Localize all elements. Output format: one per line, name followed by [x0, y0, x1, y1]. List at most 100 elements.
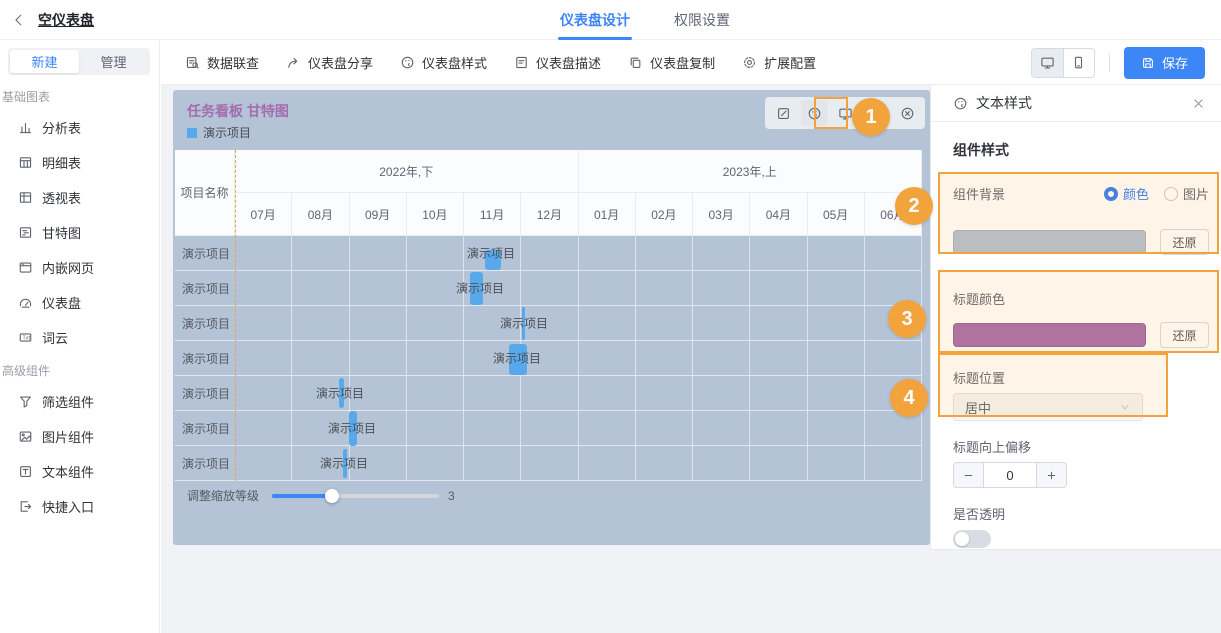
back-link[interactable]: 空仪表盘: [12, 0, 94, 40]
toolbar-item-2[interactable]: 仪表盘样式: [400, 53, 487, 72]
stepper-value[interactable]: 0: [983, 463, 1037, 487]
radio-image[interactable]: 图片: [1163, 184, 1209, 203]
gantt-cell: [521, 446, 579, 480]
gantt-year-header: 2023年,上: [578, 150, 922, 193]
tab-permission-settings[interactable]: 权限设置: [674, 12, 730, 28]
sidebar-item[interactable]: 筛选组件: [2, 384, 159, 419]
data-query-icon: [185, 55, 200, 70]
sidebar-list: 基础图表分析表 明细表 透视表 甘特图 内嵌网页 仪表盘 Txt 词云高级组件筛选组件 图片组件…: [0, 77, 159, 524]
sidebar-item[interactable]: 文本组件: [2, 454, 159, 489]
sidebar-item[interactable]: Txt 词云: [2, 320, 159, 355]
save-button[interactable]: 保存: [1123, 46, 1205, 79]
desktop-view-button[interactable]: [1031, 48, 1063, 77]
widget-edit-icon[interactable]: [770, 100, 796, 126]
gantt-cell: [292, 446, 350, 480]
close-circle-icon: [900, 106, 915, 121]
gantt-month-header: 09月: [349, 193, 407, 236]
sidebar-item[interactable]: 明细表: [2, 145, 159, 180]
gantt-cell: [750, 306, 808, 340]
gantt-name-header: 项目名称: [175, 150, 235, 236]
gantt-month-header: 02月: [635, 193, 693, 236]
widget-close-circle-icon[interactable]: [894, 100, 920, 126]
sidebar-tab-new[interactable]: 新建: [10, 50, 79, 73]
gantt-bar-label: 演示项目: [315, 386, 364, 401]
detail-table-icon: [18, 155, 33, 170]
gantt-bar-label: 演示项目: [327, 421, 376, 436]
sidebar-item[interactable]: 仪表盘: [2, 285, 159, 320]
stepper-decrease-button[interactable]: [954, 463, 983, 487]
toolbar-item-1[interactable]: 仪表盘分享: [286, 53, 373, 72]
image-icon: [18, 429, 33, 444]
gantt-bar: [349, 411, 357, 446]
sidebar-item[interactable]: 分析表: [2, 110, 159, 145]
gantt-bar-label: 演示项目: [492, 351, 541, 366]
gantt-bar: [343, 449, 347, 478]
gantt-bar-label: 演示项目: [499, 316, 548, 331]
title-color-swatch[interactable]: [953, 323, 1146, 347]
share-icon: [286, 55, 301, 70]
sidebar-item[interactable]: 快捷入口: [2, 489, 159, 524]
title-position-label: 标题位置: [953, 371, 1006, 386]
gantt-cell: [521, 236, 579, 270]
gantt-cell: [464, 376, 522, 410]
annotation-rect-2: [938, 172, 1219, 254]
gantt-row-name: 演示项目: [182, 281, 231, 296]
radio-color[interactable]: 颜色: [1103, 184, 1149, 203]
tab-dashboard-design[interactable]: 仪表盘设计: [558, 0, 632, 40]
gantt-cell: [808, 411, 865, 445]
sidebar-section-title: 基础图表: [2, 90, 51, 104]
style-icon: [400, 55, 415, 70]
gantt-cell: [464, 446, 522, 480]
gantt-row-name: 演示项目: [182, 386, 231, 401]
toolbar-item-0[interactable]: 数据联查: [185, 53, 259, 72]
transparent-toggle[interactable]: [953, 530, 991, 548]
sidebar-item[interactable]: 图片组件: [2, 419, 159, 454]
legend-label: 演示项目: [203, 126, 252, 140]
gantt-cell: [235, 341, 293, 375]
close-icon[interactable]: [1192, 97, 1205, 110]
legend: 演示项目: [187, 124, 251, 141]
filter-icon: [18, 394, 33, 409]
gantt-row: 演示项目 演示项目: [175, 376, 922, 411]
gantt-widget[interactable]: 任务看板 甘特图 演示项目 项目名称 2022年,下 2023年,上 07月 08月…: [173, 90, 930, 545]
gantt-cell: [521, 306, 579, 340]
toolbar-item-4[interactable]: 仪表盘复制: [628, 53, 715, 72]
gantt-cell: [808, 376, 865, 410]
zoom-slider-row: 调整缩放等级 3: [187, 487, 455, 504]
svg-text:Txt: Txt: [22, 336, 30, 342]
stepper-increase-button[interactable]: [1037, 463, 1066, 487]
gantt-cell: [464, 236, 522, 270]
zoom-slider-track[interactable]: [272, 488, 440, 503]
zoom-slider-handle[interactable]: [325, 488, 340, 503]
toolbar-item-3[interactable]: 仪表盘描述: [514, 53, 601, 72]
widget-title: 任务看板 甘特图: [187, 103, 289, 119]
gantt-today-dash-line: [235, 150, 236, 481]
title-color-reset-button[interactable]: 还原: [1160, 322, 1209, 348]
gantt-row-timeline: 演示项目: [235, 271, 922, 305]
sidebar-section-title: 高级组件: [2, 364, 51, 378]
gantt-row-name: 演示项目: [182, 316, 231, 331]
sidebar-item[interactable]: 甘特图: [2, 215, 159, 250]
gantt-row-timeline: 演示项目: [235, 341, 922, 375]
gantt-year-header: 2022年,下: [235, 150, 579, 193]
gantt-cell: [579, 341, 636, 375]
describe-icon: [514, 55, 529, 70]
text-style-panel: 文本样式 组件样式 组件背景 颜色 图片: [930, 85, 1221, 550]
mobile-view-button[interactable]: [1062, 48, 1094, 77]
gantt-cell: [235, 376, 293, 410]
sidebar-tab-manage[interactable]: 管理: [100, 55, 127, 70]
gantt-cell: [350, 271, 407, 305]
monitor-icon: [1040, 55, 1055, 70]
sidebar-item[interactable]: 内嵌网页: [2, 250, 159, 285]
gantt-month-header: 10月: [406, 193, 464, 236]
gantt-cell: [464, 306, 522, 340]
radio-color-dot: [1103, 186, 1118, 201]
gantt-row-name: 演示项目: [182, 351, 231, 366]
gantt-cell: [350, 341, 407, 375]
zoom-slider-label: 调整缩放等级: [187, 489, 260, 503]
sidebar-item[interactable]: 透视表: [2, 180, 159, 215]
gantt-header: 项目名称 2022年,下 2023年,上 07月 08月 09月 10月 11月 12月 01…: [175, 150, 922, 236]
gantt-cell: [636, 306, 693, 340]
component-bg-reset-button[interactable]: 还原: [1160, 229, 1209, 255]
toolbar-item-5[interactable]: 扩展配置: [742, 53, 816, 72]
